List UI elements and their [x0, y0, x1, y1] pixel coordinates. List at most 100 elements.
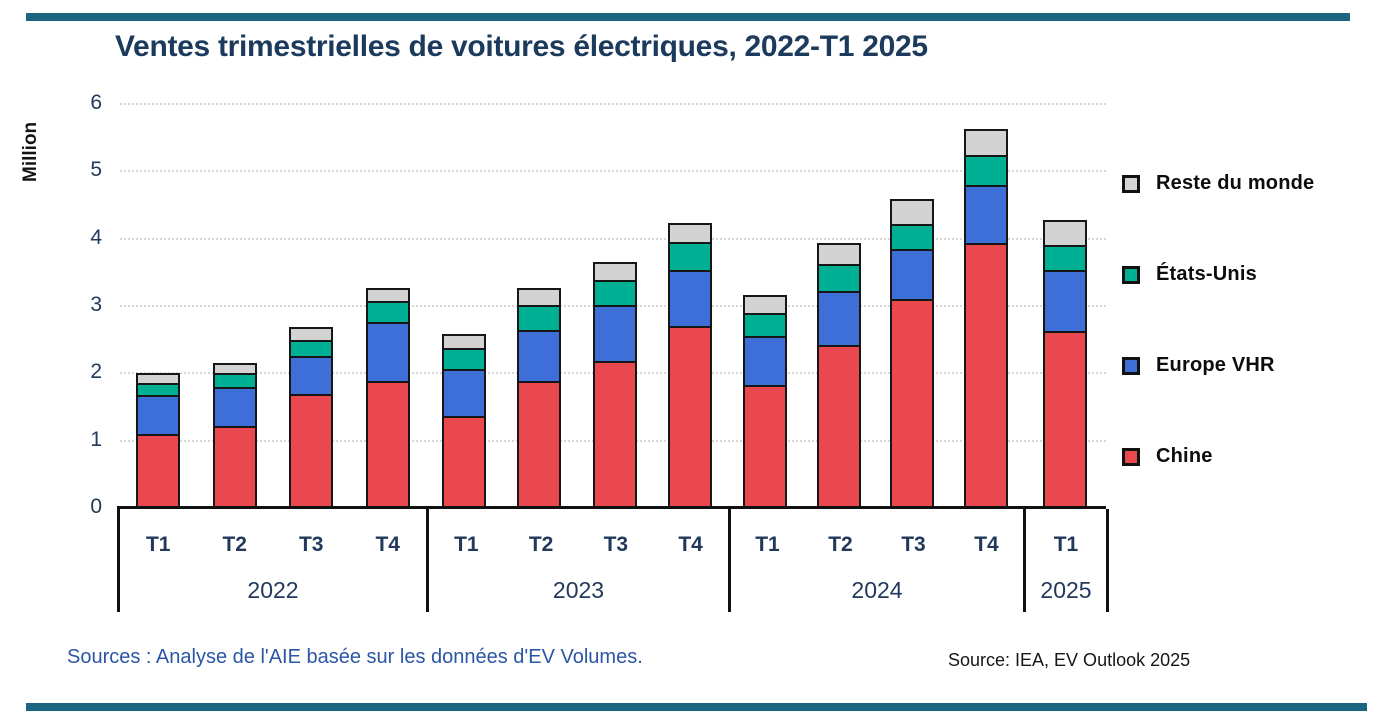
bar-segment-chine [136, 434, 181, 508]
legend-item-reste-du-monde: Reste du monde [1122, 172, 1314, 195]
bar-segment-états-unis [668, 242, 713, 272]
quarter-label-row: T1 T2 T3 T4 [731, 533, 1023, 557]
bar-2022-T2 [212, 363, 257, 508]
bar-segment-reste-du-monde [816, 243, 861, 266]
bar-segment-europe-vhr [592, 305, 637, 363]
bar-group-2024 [728, 104, 1023, 508]
bar-segment-chine [668, 326, 713, 508]
top-accent-bar [26, 13, 1350, 21]
bar-segment-europe-vhr [365, 322, 410, 383]
bar-group-2025 [1023, 104, 1106, 508]
bar-2023-T1 [441, 334, 486, 508]
bar-segment-chine [365, 381, 410, 508]
x-tick-2024-T3: T3 [901, 533, 926, 556]
bar-segment-europe-vhr [289, 356, 334, 396]
source-note-iea: Source: IEA, EV Outlook 2025 [948, 650, 1191, 670]
x-tick-2022-T4: T4 [375, 533, 400, 556]
bar-segment-chine [592, 361, 637, 508]
bar-segment-états-unis [365, 301, 410, 324]
bar-segment-reste-du-monde [964, 129, 1009, 157]
bar-segment-europe-vhr [742, 336, 787, 387]
y-axis-label: Million [20, 121, 41, 182]
y-tick-5: 5 [90, 158, 102, 182]
x-group-2025: T1 2025 [1023, 509, 1109, 612]
legend-item-europe-vhr: Europe VHR [1122, 354, 1314, 377]
x-group-2022: T1 T2 T3 T4 2022 [117, 509, 426, 612]
bar-2024-T3 [890, 199, 935, 508]
x-tick-2025-T1: T1 [1053, 533, 1079, 556]
bar-segment-états-unis [964, 155, 1009, 187]
x-tick-2023-T3: T3 [603, 533, 629, 556]
quarter-label-row: T1 T2 T3 T4 [120, 533, 426, 557]
x-tick-2023-T2: T2 [528, 533, 554, 556]
chart-title: Ventes trimestrielles de voitures électr… [115, 30, 928, 63]
bottom-accent-bar [26, 703, 1367, 711]
bar-segment-reste-du-monde [742, 295, 787, 315]
bar-group-2022 [120, 104, 426, 508]
bar-segment-chine [212, 426, 257, 508]
bar-segment-europe-vhr [1042, 270, 1087, 333]
legend-swatch-icon [1122, 356, 1140, 375]
x-tick-2023-T1: T1 [454, 533, 479, 556]
legend-label: Chine [1156, 445, 1213, 467]
year-label-2023: 2023 [552, 577, 605, 603]
legend-label: États-Unis [1156, 263, 1257, 285]
x-tick-2022-T1: T1 [145, 533, 171, 556]
legend-item-états-unis: États-Unis [1122, 263, 1314, 286]
y-tick-2: 2 [90, 360, 102, 384]
bar-segment-états-unis [742, 313, 787, 338]
year-label-2024: 2024 [851, 577, 903, 603]
bar-segment-chine [816, 345, 861, 508]
x-group-2023: T1 T2 T3 T4 2023 [426, 509, 728, 612]
bar-segment-chine [289, 394, 334, 508]
bar-segment-europe-vhr [136, 395, 181, 436]
x-tick-2024-T4: T4 [974, 533, 999, 556]
legend-swatch-icon [1122, 265, 1140, 284]
x-tick-2024-T2: T2 [828, 533, 853, 556]
bar-segment-états-unis [517, 305, 562, 332]
legend: Reste du monde États-Unis Europe VHR Chine [1122, 172, 1314, 468]
bar-segment-états-unis [1042, 245, 1087, 272]
bar-segment-reste-du-monde [1042, 220, 1087, 247]
bar-segment-europe-vhr [890, 249, 935, 301]
x-axis-line [117, 506, 1106, 509]
x-group-2024: T1 T2 T3 T4 2024 [728, 509, 1023, 612]
year-label-2022: 2022 [247, 577, 299, 603]
bar-segment-europe-vhr [816, 291, 861, 347]
bar-2022-T1 [136, 373, 181, 508]
bar-segment-europe-vhr [668, 270, 713, 328]
legend-label: Reste du monde [1156, 172, 1315, 194]
x-tick-2023-T4: T4 [678, 533, 703, 556]
legend-swatch-icon [1122, 447, 1140, 466]
source-note-french: Sources : Analyse de l'AIE basée sur les… [67, 646, 643, 668]
gridline-y5 [120, 170, 1106, 173]
bar-segment-états-unis [890, 224, 935, 251]
gridline-y4 [120, 237, 1106, 240]
bar-segment-états-unis [441, 348, 486, 371]
bar-2023-T3 [592, 262, 637, 508]
bar-segment-chine [742, 385, 787, 508]
bar-segment-chine [1042, 331, 1087, 508]
bar-group-2023 [426, 104, 728, 508]
bar-2023-T4 [668, 223, 713, 508]
x-tick-2024-T1: T1 [755, 533, 780, 556]
bar-segment-états-unis [816, 264, 861, 293]
y-tick-0: 0 [90, 495, 102, 518]
gridline-y6 [120, 103, 1106, 105]
bar-segment-europe-vhr [517, 330, 562, 383]
year-label-2025: 2025 [1040, 577, 1092, 603]
bar-segment-chine [517, 381, 562, 508]
bar-2022-T4 [365, 288, 410, 508]
legend-swatch-icon [1122, 174, 1140, 193]
quarter-label-row: T1 [1026, 533, 1106, 557]
bar-segment-chine [890, 299, 935, 508]
bar-2025-T1 [1042, 220, 1087, 508]
bar-segment-reste-du-monde [668, 223, 713, 244]
bar-segment-reste-du-monde [592, 262, 637, 282]
bars-layer [120, 104, 1106, 508]
bar-segment-europe-vhr [212, 387, 257, 428]
bar-segment-états-unis [592, 280, 637, 307]
bar-segment-europe-vhr [441, 369, 486, 418]
bar-2024-T2 [816, 243, 861, 508]
x-axis: T1 T2 T3 T4 2022 T1 T2 T3 T4 2023 T1 T2 T3 T4 2024 T1 20… [117, 509, 1109, 612]
